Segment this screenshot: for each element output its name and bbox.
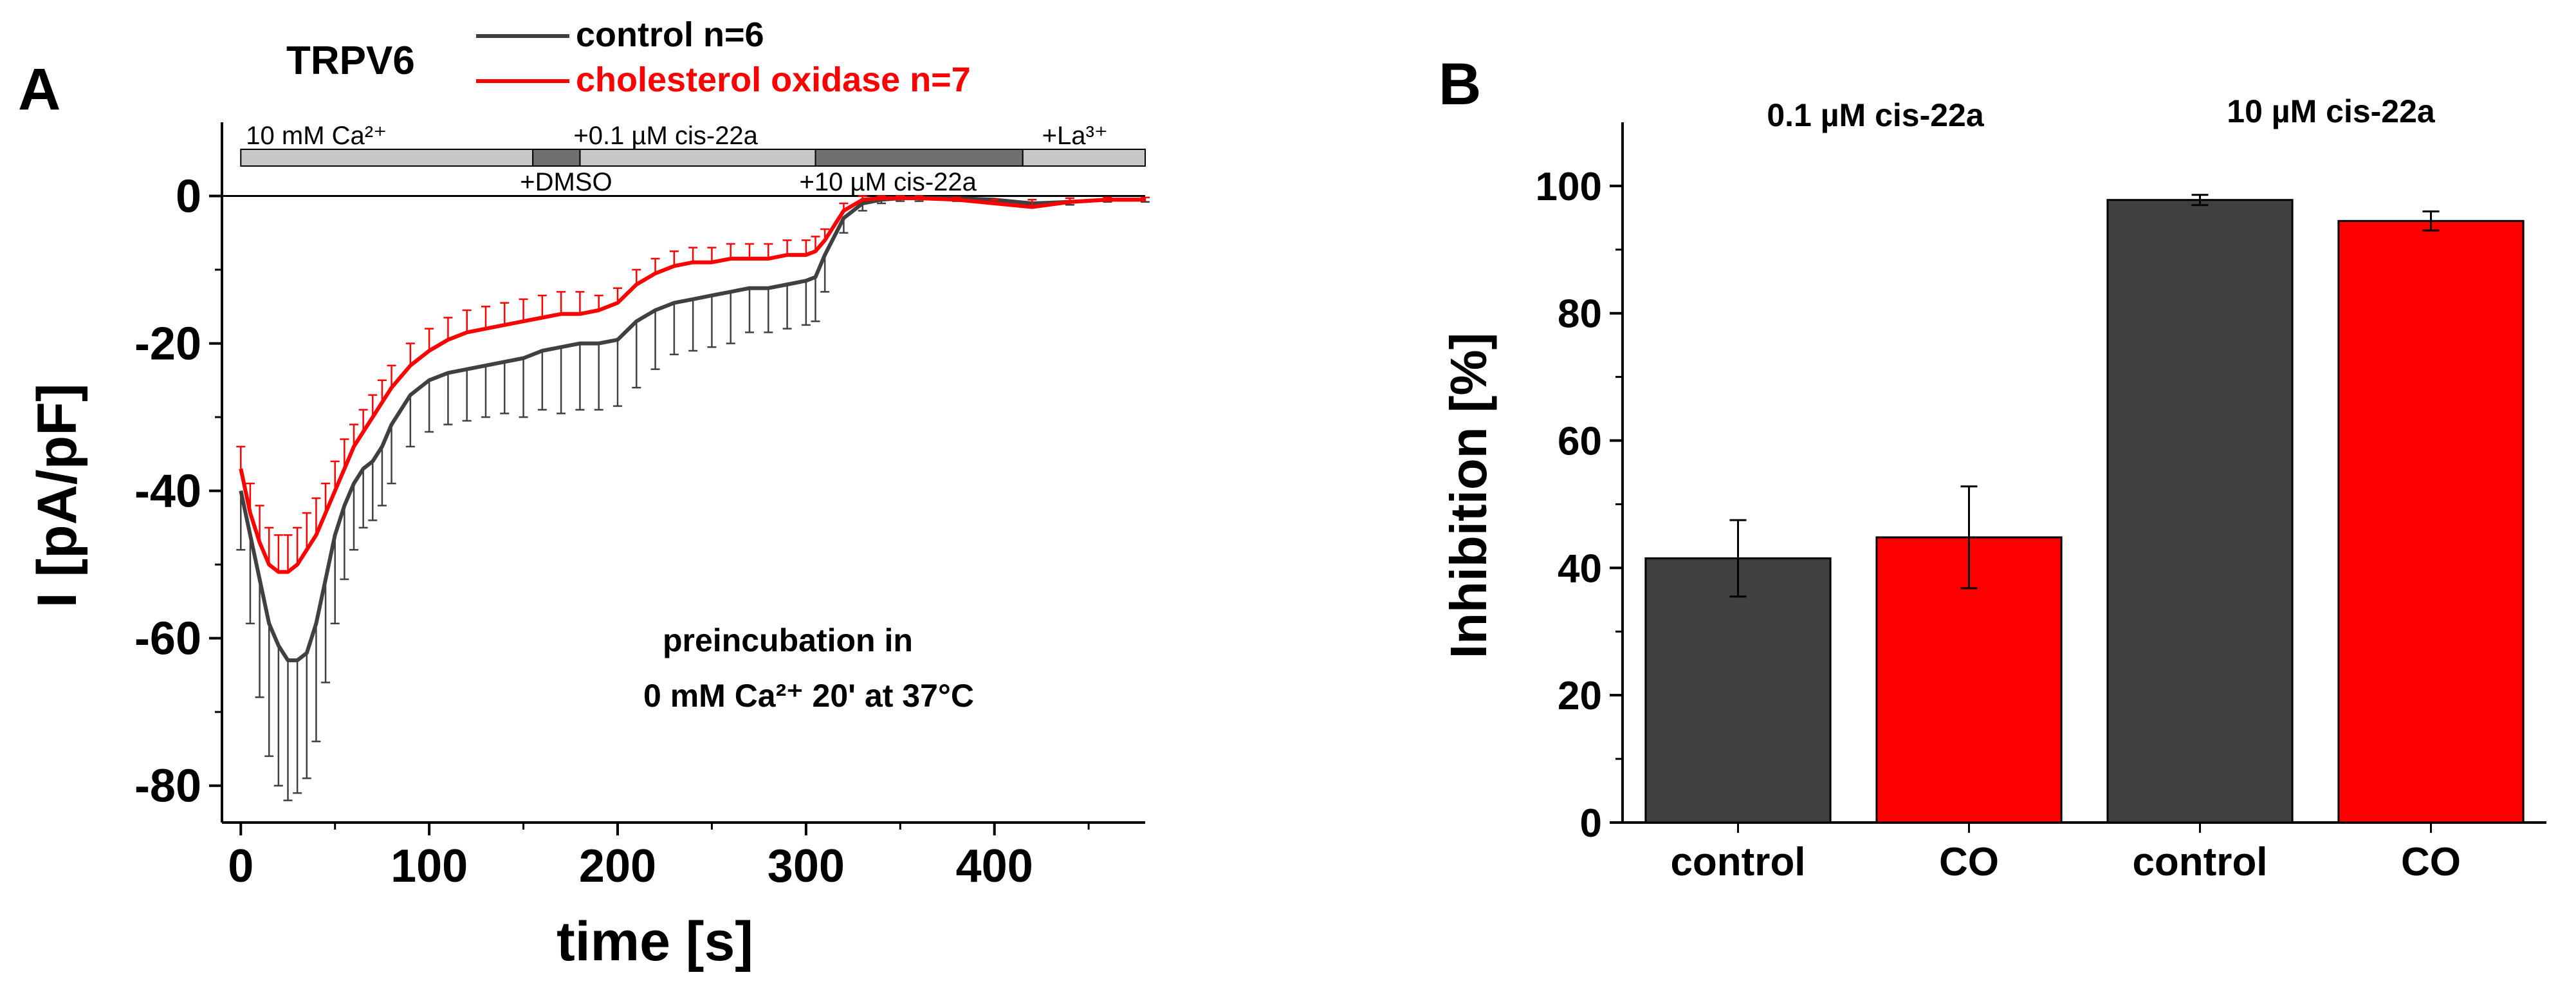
- panel-a-xlabel: time [s]: [557, 911, 753, 972]
- panel-b-y-tick-label: 100: [1536, 165, 1602, 209]
- category-label: control: [1670, 840, 1805, 884]
- panel-b-letter: B: [1439, 51, 1481, 117]
- panel-a-x-tick-label: 0: [228, 841, 253, 892]
- application-label: 10 mM Ca²⁺: [246, 122, 387, 150]
- panel-a-y-tick-label: -20: [134, 319, 201, 370]
- application-label: +DMSO: [520, 168, 612, 196]
- category-label: CO: [2401, 840, 2461, 884]
- panel-b-y-tick-label: 60: [1558, 420, 1602, 464]
- condition-label-high: 10 µM cis-22a: [2227, 93, 2436, 129]
- panel-a-series: [236, 195, 1150, 801]
- panel-b-y-tick-label: 20: [1558, 674, 1602, 718]
- panel-a-x-tick-label: 300: [768, 841, 845, 892]
- line-cholesterol-oxidase: [239, 196, 1145, 574]
- panel-a-x-tick-label: 100: [391, 841, 468, 892]
- panel-b-bars: control CO control CO: [1644, 194, 2525, 884]
- bar: [1644, 557, 1832, 824]
- legend-label-control: control n=6: [576, 15, 764, 54]
- preincubation-note-line1: preincubation in: [663, 622, 913, 658]
- panel-a-x-tick-label: 400: [956, 841, 1033, 892]
- application-bar-segment: [814, 149, 1024, 167]
- panel-a-y-tick-label: -40: [134, 466, 201, 517]
- application-label: +10 µM cis-22a: [800, 168, 977, 196]
- application-label: +La³⁺: [1042, 122, 1108, 150]
- panel-b-ylabel: Inhibition [%]: [1440, 333, 1497, 659]
- panel-b-y-tick-label: 80: [1558, 292, 1602, 337]
- panel-a-title: TRPV6: [286, 39, 415, 83]
- application-bar-segment: [579, 149, 816, 167]
- condition-label-low: 0.1 µM cis-22a: [1767, 97, 1985, 133]
- panel-a-y-tick-label: -60: [134, 613, 201, 665]
- category-label: CO: [1939, 840, 1999, 884]
- application-bar-segment: [240, 149, 534, 167]
- panel-a-letter: A: [18, 57, 60, 122]
- panel-b-y-tick-label: 40: [1558, 546, 1602, 591]
- series-cholesterol-oxidase: [236, 195, 1150, 574]
- application-label: +0.1 µM cis-22a: [573, 122, 758, 150]
- panel-a-x-tick-label: 200: [579, 841, 656, 892]
- panel-a-y-tick-label: 0: [176, 171, 201, 223]
- panel-b-y-tick-label: 0: [1580, 801, 1602, 846]
- bar: [2337, 219, 2525, 824]
- panel-a-ylabel: I [pA/pF]: [26, 384, 88, 608]
- bar: [2106, 199, 2294, 824]
- category-label: control: [2132, 840, 2267, 884]
- preincubation-note-line2: 0 mM Ca²⁺ 20' at 37°C: [643, 678, 974, 714]
- application-bar-segment: [1022, 149, 1146, 167]
- panel-a-y-tick-label: -80: [134, 761, 201, 812]
- application-bar-segment: [532, 149, 581, 167]
- line-control: [239, 196, 1145, 662]
- panel-a-axes: 0 -20 -40 -60 -80 0 100 200 300 400: [134, 122, 1145, 892]
- application-bar: 10 mM Ca²⁺ +0.1 µM cis-22a +La³⁺ +DMSO +10 µ…: [240, 122, 1146, 196]
- panel-b-axes: 0 20 40 60 80 100: [1536, 122, 2546, 846]
- legend-label-co: cholesterol oxidase n=7: [576, 60, 971, 99]
